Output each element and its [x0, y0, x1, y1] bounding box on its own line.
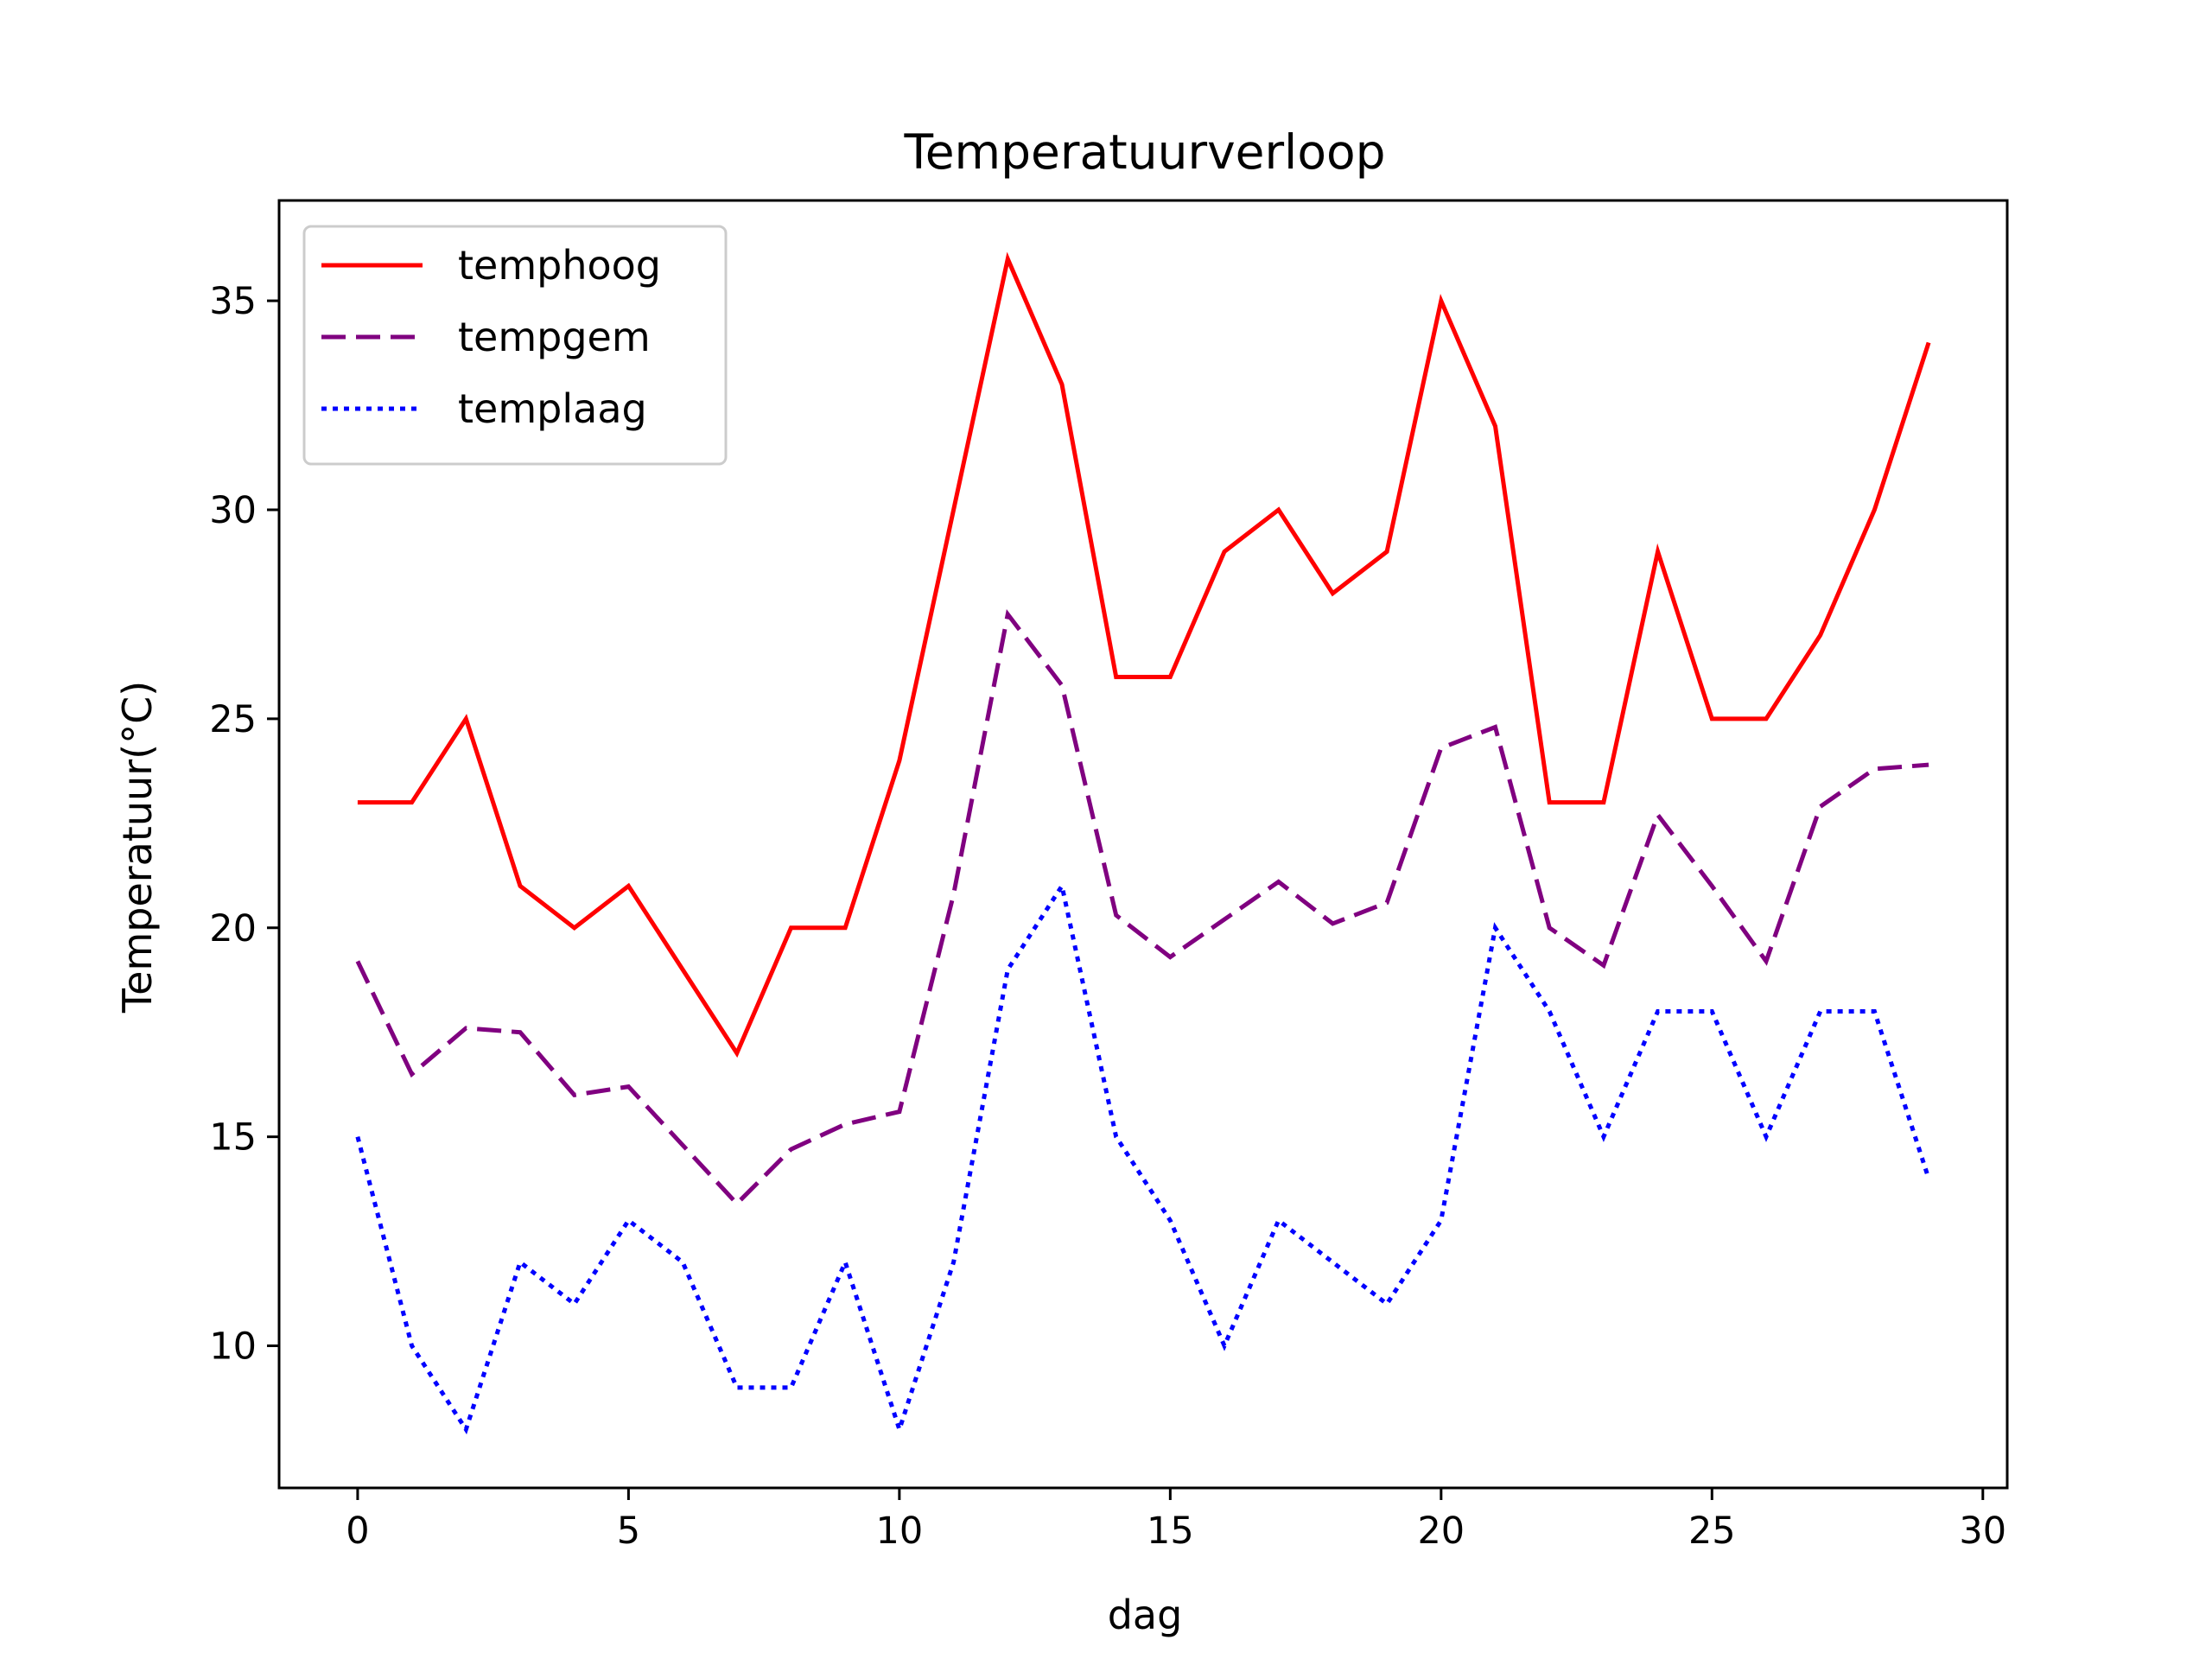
x-axis-label: dag — [1108, 1592, 1183, 1638]
x-tick-label: 0 — [346, 1510, 369, 1553]
plot-area — [355, 251, 1931, 1437]
x-tick-label: 10 — [876, 1510, 924, 1553]
y-tick-label: 15 — [209, 1116, 257, 1160]
y-axis-label: Temperatuur(°C) — [114, 681, 161, 1014]
series-line-tempgem — [355, 608, 1929, 1207]
y-tick-label: 20 — [209, 907, 257, 950]
chart-title: Temperatuurverloop — [903, 124, 1385, 180]
x-tick-label: 25 — [1688, 1510, 1736, 1553]
series-line-templaag — [355, 880, 1931, 1437]
y-axis: 10 15 20 25 30 35 — [209, 280, 279, 1369]
x-tick-label: 30 — [1959, 1510, 2006, 1553]
x-tick-label: 20 — [1417, 1510, 1465, 1553]
legend-box — [302, 225, 728, 466]
x-tick-label: 5 — [617, 1510, 640, 1553]
legend-label-templaag: templaag — [458, 385, 647, 432]
axes-frame — [277, 199, 2009, 1490]
legend-label-tempgem: tempgem — [458, 314, 651, 360]
x-tick-label: 15 — [1147, 1510, 1194, 1553]
x-axis: 0 5 10 15 20 25 30 — [346, 1488, 2006, 1553]
legend: temphoog tempgem templaag — [302, 225, 728, 466]
y-tick-label: 30 — [209, 489, 257, 532]
y-tick-label: 35 — [209, 280, 257, 323]
legend-label-temphoog: temphoog — [458, 242, 661, 289]
y-tick-label: 25 — [209, 698, 257, 741]
y-tick-label: 10 — [209, 1325, 257, 1369]
series-line-temphoog — [357, 251, 1931, 1058]
